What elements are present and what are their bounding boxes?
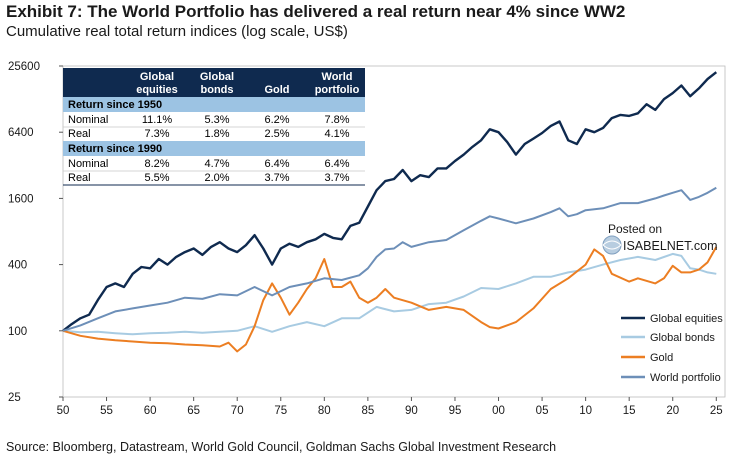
table-row-label: Real (68, 128, 91, 140)
x-tick-label: 90 (405, 405, 418, 417)
series-line-world-portfolio (62, 186, 717, 332)
table-section-title: Return since 1990 (68, 143, 162, 155)
x-tick-label: 25 (710, 405, 723, 417)
table-cell: 4.1% (324, 128, 349, 140)
y-tick-label: 25 (8, 392, 21, 404)
x-tick-label: 60 (144, 405, 157, 417)
series-line-global-bonds (62, 252, 717, 336)
y-tick-label: 1600 (8, 193, 34, 205)
table-row-label: Nominal (68, 158, 108, 170)
table-cell: 3.7% (324, 172, 349, 184)
table-cell: 5.3% (204, 114, 229, 126)
series-line-global-equities (62, 71, 718, 332)
legend-label: Global bonds (650, 332, 715, 344)
table-header-cell: Global (140, 71, 174, 83)
x-tick-label: 95 (449, 405, 462, 417)
table-cell: 4.7% (204, 158, 229, 170)
x-tick-label: 20 (666, 405, 679, 417)
chart-subtitle: Cumulative real total return indices (lo… (6, 23, 348, 40)
watermark-globe-icon (602, 235, 622, 255)
table-cell: 3.7% (264, 172, 289, 184)
table-header-cell: equities (136, 84, 178, 96)
x-tick-label: 80 (318, 405, 331, 417)
table-cell: 5.5% (144, 172, 169, 184)
y-tick-label: 100 (8, 326, 27, 338)
table-cell: 2.5% (264, 128, 289, 140)
plot-frame (62, 65, 726, 398)
table-cell: 7.3% (144, 128, 169, 140)
x-tick-label: 55 (100, 405, 113, 417)
source-note: Source: Bloomberg, Datastream, World Gol… (6, 440, 557, 454)
table-cell: 8.2% (144, 158, 169, 170)
x-tick-label: 70 (231, 405, 244, 417)
chart-legend: Global equities Global bonds Gold World por… (621, 313, 723, 384)
y-tick-label: 400 (8, 260, 27, 272)
chart-axes: 25 100 400 1600 6400 25600 50 55 60 65 70 75 80 85 90 9… (8, 61, 726, 417)
table-header-band (63, 68, 365, 97)
table-header-cell: portfolio (315, 84, 360, 96)
table-cell: 2.0% (204, 172, 229, 184)
table-row-label: Nominal (68, 114, 108, 126)
watermark-line2: ISABELNET.com (623, 239, 717, 253)
table-header-cell: Global (200, 71, 234, 83)
table-section-band-1990 (63, 141, 365, 156)
table-header-cell: World (322, 71, 353, 83)
isabelnet-watermark: Posted on ISABELNET.com (602, 222, 717, 255)
table-cell: 6.4% (324, 158, 349, 170)
chart-title: Exhibit 7: The World Portfolio has deliv… (6, 2, 626, 21)
table-cell: 1.8% (204, 128, 229, 140)
x-tick-label: 05 (536, 405, 549, 417)
table-header-cell: Gold (264, 84, 289, 96)
watermark-globe-icon-meridian (602, 240, 622, 250)
table-row-label: Real (68, 172, 91, 184)
x-tick-label: 10 (579, 405, 592, 417)
table-header-cell: bonds (201, 84, 234, 96)
x-tick-label: 85 (361, 405, 374, 417)
legend-label: World portfolio (650, 372, 721, 384)
table-section-band-1950 (63, 97, 365, 112)
series-line-gold (62, 246, 718, 353)
x-tick-label: 15 (623, 405, 636, 417)
table-cell: 6.4% (264, 158, 289, 170)
watermark-line1: Posted on (608, 222, 662, 236)
table-cell: 11.1% (142, 114, 173, 126)
x-tick-label: 75 (274, 405, 287, 417)
x-tick-label: 00 (492, 405, 505, 417)
chart-series (62, 71, 718, 353)
y-tick-label: 25600 (8, 61, 40, 73)
x-tick-label: 65 (187, 405, 200, 417)
legend-label: Global equities (650, 313, 723, 325)
x-tick-label: 50 (57, 405, 70, 417)
legend-label: Gold (650, 352, 673, 364)
y-tick-label: 6400 (8, 127, 34, 139)
table-cell: 6.2% (264, 114, 289, 126)
table-section-title: Return since 1950 (68, 99, 162, 111)
table-cell: 7.8% (324, 114, 349, 126)
